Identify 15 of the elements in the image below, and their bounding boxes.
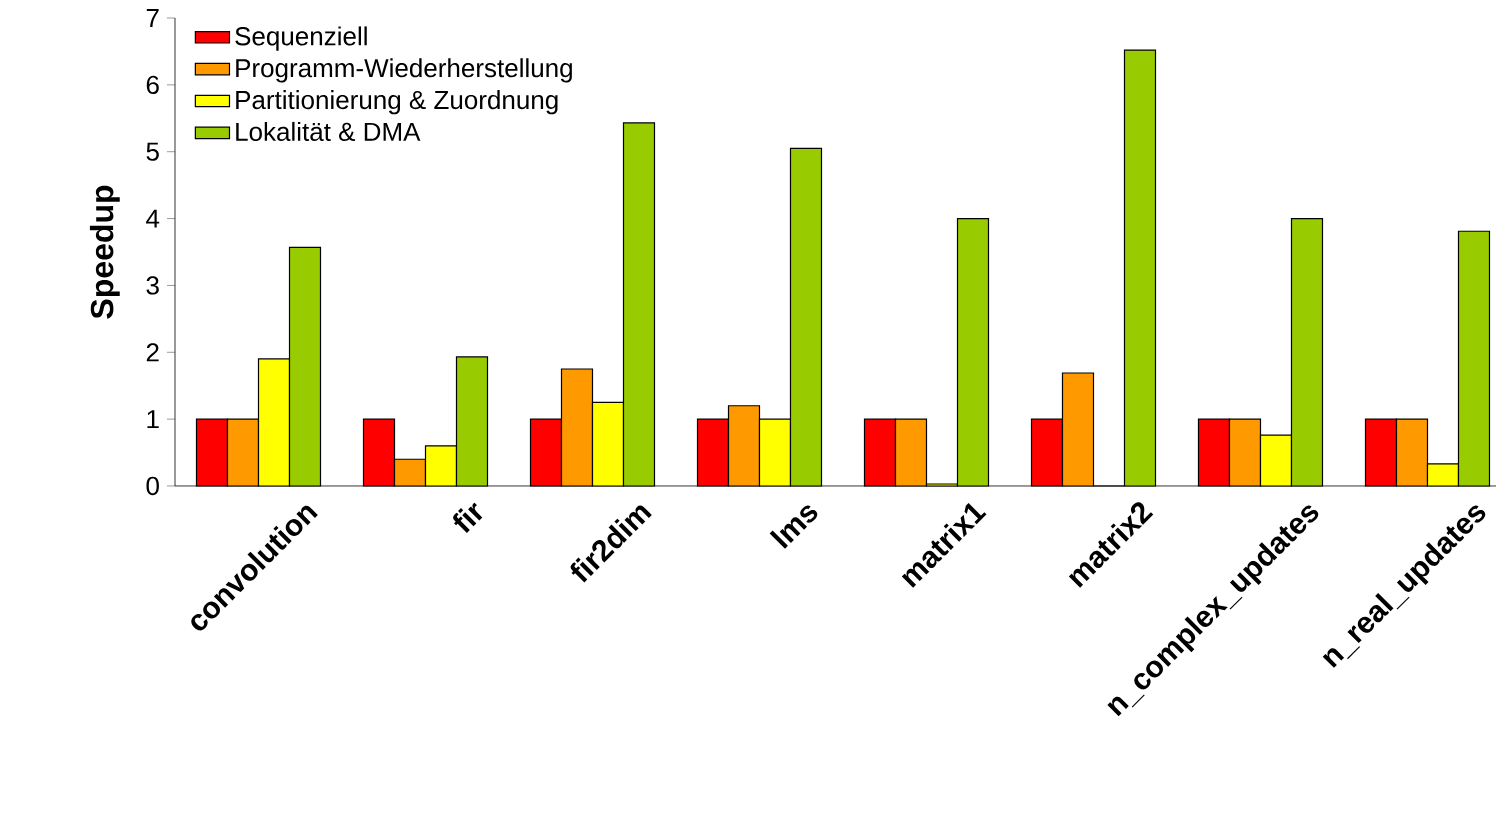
y-tick-label: 4 bbox=[146, 209, 160, 228]
y-tick-label: 1 bbox=[147, 410, 159, 429]
y-axis-title: Speedup bbox=[89, 185, 120, 319]
x-tick-label: lms bbox=[769, 505, 818, 549]
y-tick-label: 3 bbox=[146, 276, 159, 295]
legend-label: Sequenziell bbox=[235, 26, 367, 51]
x-tick-label: fir bbox=[453, 502, 483, 533]
y-tick-label: 7 bbox=[146, 9, 159, 27]
legend-label: Partitionierung & Zuordnung bbox=[236, 90, 558, 115]
y-tick-label: 6 bbox=[146, 75, 159, 95]
y-tick-label: 0 bbox=[146, 476, 159, 496]
legend-label: Programm-Wiederherstellung bbox=[236, 58, 572, 83]
y-tick-label: 5 bbox=[146, 142, 159, 161]
y-tick-label: 2 bbox=[146, 343, 159, 362]
legend-label: Lokalität & DMA bbox=[236, 121, 421, 142]
